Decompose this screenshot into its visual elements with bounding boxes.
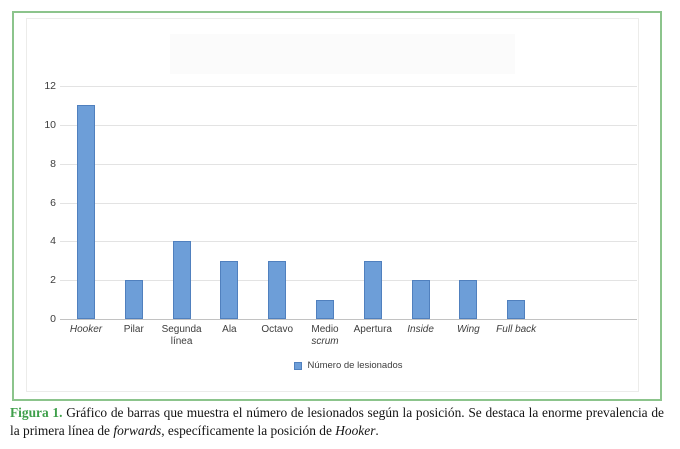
- caption-text: .: [375, 422, 379, 438]
- x-axis-label-text: Inside: [407, 324, 434, 335]
- y-axis-tick-label: 10: [44, 118, 56, 131]
- x-axis-category-label: Ala: [196, 324, 262, 336]
- x-axis-label-text: Apertura: [353, 324, 392, 335]
- gridline: [60, 163, 637, 165]
- bar-full-back: [507, 299, 526, 319]
- y-axis-tick-label: 4: [50, 235, 56, 248]
- x-axis-category-label: Inside: [388, 324, 454, 336]
- bar-segunda-línea: [172, 241, 191, 319]
- chart-title-area: [170, 34, 515, 74]
- x-axis-category-label: Octavo: [244, 324, 310, 336]
- gridline: [60, 124, 637, 126]
- x-axis-label-text: Full back: [496, 324, 537, 335]
- y-axis-tick-label: 2: [50, 274, 56, 287]
- x-axis-category-label: Apertura: [340, 324, 406, 336]
- caption-text: , específicamente la posición de: [161, 422, 336, 438]
- caption-text: forwards: [113, 422, 162, 438]
- x-axis-label-text: Medio: [311, 324, 339, 335]
- chart-legend: Número de lesionados: [60, 360, 637, 371]
- bar-ala: [220, 260, 239, 319]
- y-axis-tick-label: 8: [50, 157, 56, 170]
- y-axis-tick-label: 12: [44, 80, 56, 92]
- bar-apertura: [363, 260, 382, 319]
- bar-octavo: [268, 260, 287, 319]
- x-axis-label-text: línea: [170, 335, 193, 347]
- x-axis-category-label: Full back: [483, 324, 549, 336]
- y-axis-tick-label: 0: [50, 313, 56, 325]
- x-axis-line: [60, 319, 637, 320]
- x-axis-label-text: Hooker: [69, 324, 103, 335]
- caption-figure-number: Figura 1.: [10, 405, 63, 420]
- y-axis-tick-label: 6: [50, 196, 56, 209]
- caption-text: Gráfico de barras que muestra el número …: [10, 405, 664, 438]
- x-axis-label-text: Wing: [457, 324, 480, 335]
- bar-medio-scrum: [316, 299, 334, 319]
- x-axis-label-text: Segunda: [161, 324, 202, 335]
- x-axis-label-text: Ala: [222, 324, 237, 335]
- bar-wing: [459, 280, 478, 319]
- gridline: [60, 202, 637, 204]
- x-axis-category-label: Segunda línea: [149, 324, 215, 347]
- x-axis-category-label: Hooker: [53, 324, 119, 336]
- bar-chart: Número de lesionados 0 2 4 6 8 10 12 Hooker Pila…: [26, 18, 639, 392]
- bar-hooker: [77, 105, 95, 319]
- bar-inside: [411, 280, 430, 319]
- x-axis-label-text: Octavo: [261, 324, 294, 335]
- legend-swatch-icon: [294, 361, 303, 370]
- x-axis-category-label: Wing: [435, 324, 501, 336]
- caption-text: Hooker: [335, 422, 376, 438]
- x-axis-label-text: scrum: [311, 335, 339, 347]
- bar-pilar: [124, 280, 143, 319]
- x-axis-label-text: Pilar: [123, 324, 144, 335]
- legend-label: Número de lesionados: [307, 360, 403, 371]
- x-axis-category-label: Pilar: [101, 324, 167, 336]
- figure-caption: Figura 1. Gráfico de barras que muestra …: [10, 404, 664, 439]
- x-axis-category-label: Medio scrum: [292, 324, 358, 347]
- figure-frame: Número de lesionados 0 2 4 6 8 10 12 Hooker Pila…: [12, 11, 662, 401]
- gridline: [60, 241, 637, 243]
- gridline: [60, 280, 637, 282]
- gridline: [60, 86, 637, 87]
